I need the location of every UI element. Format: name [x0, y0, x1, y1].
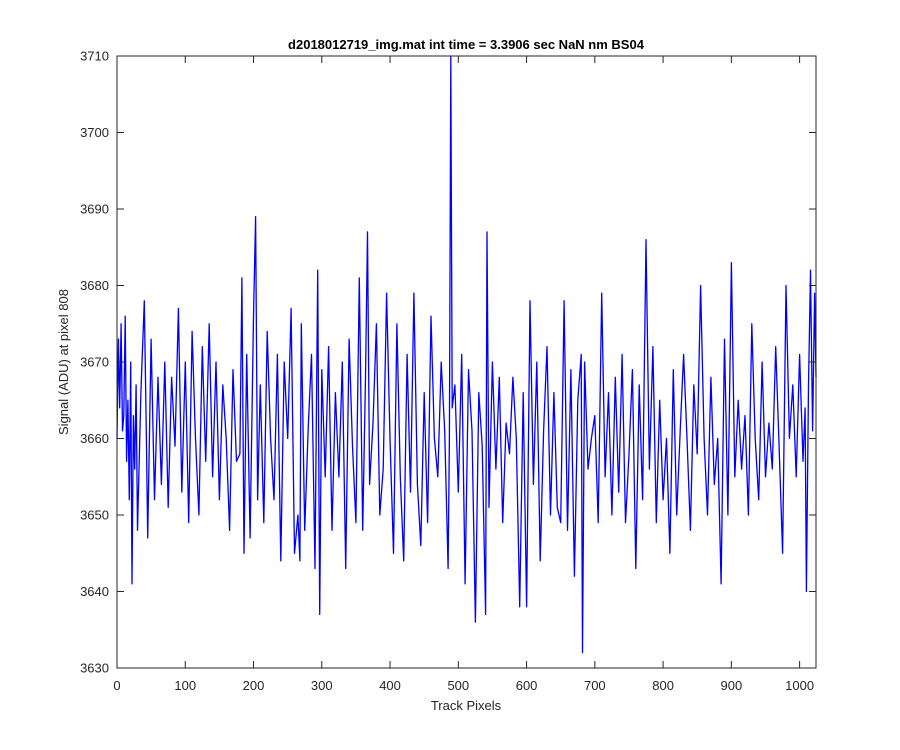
y-tick-label: 3630	[80, 661, 109, 676]
chart-title: d2018012719_img.mat int time = 3.3906 se…	[288, 37, 645, 52]
data-series	[116, 55, 817, 654]
x-tick-label: 400	[379, 678, 401, 693]
x-tick-label: 1000	[785, 678, 814, 693]
y-tick-label: 3670	[80, 355, 109, 370]
y-tick-label: 3710	[80, 49, 109, 64]
x-tick-label: 0	[113, 678, 120, 693]
y-tick-label: 3650	[80, 508, 109, 523]
x-tick-label: 600	[516, 678, 538, 693]
axis-ticks	[116, 55, 816, 669]
x-tick-label: 700	[584, 678, 606, 693]
tick-labels: 0 100 200 300 400 500 600 700 800 900 1000 3630 3640…	[80, 49, 814, 694]
x-axis-label: Track Pixels	[431, 698, 502, 713]
y-tick-label: 3660	[80, 431, 109, 446]
y-axis-label: Signal (ADU) at pixel 808	[56, 289, 71, 435]
x-tick-label: 500	[447, 678, 469, 693]
x-tick-label: 100	[174, 678, 196, 693]
x-tick-label: 800	[652, 678, 674, 693]
x-tick-label: 900	[721, 678, 743, 693]
series-line-1	[116, 55, 817, 654]
y-tick-label: 3700	[80, 125, 109, 140]
y-tick-label: 3640	[80, 584, 109, 599]
x-tick-label: 300	[311, 678, 333, 693]
y-tick-label: 3680	[80, 278, 109, 293]
y-tick-label: 3690	[80, 202, 109, 217]
x-tick-label: 200	[243, 678, 265, 693]
plot-area	[117, 56, 816, 668]
